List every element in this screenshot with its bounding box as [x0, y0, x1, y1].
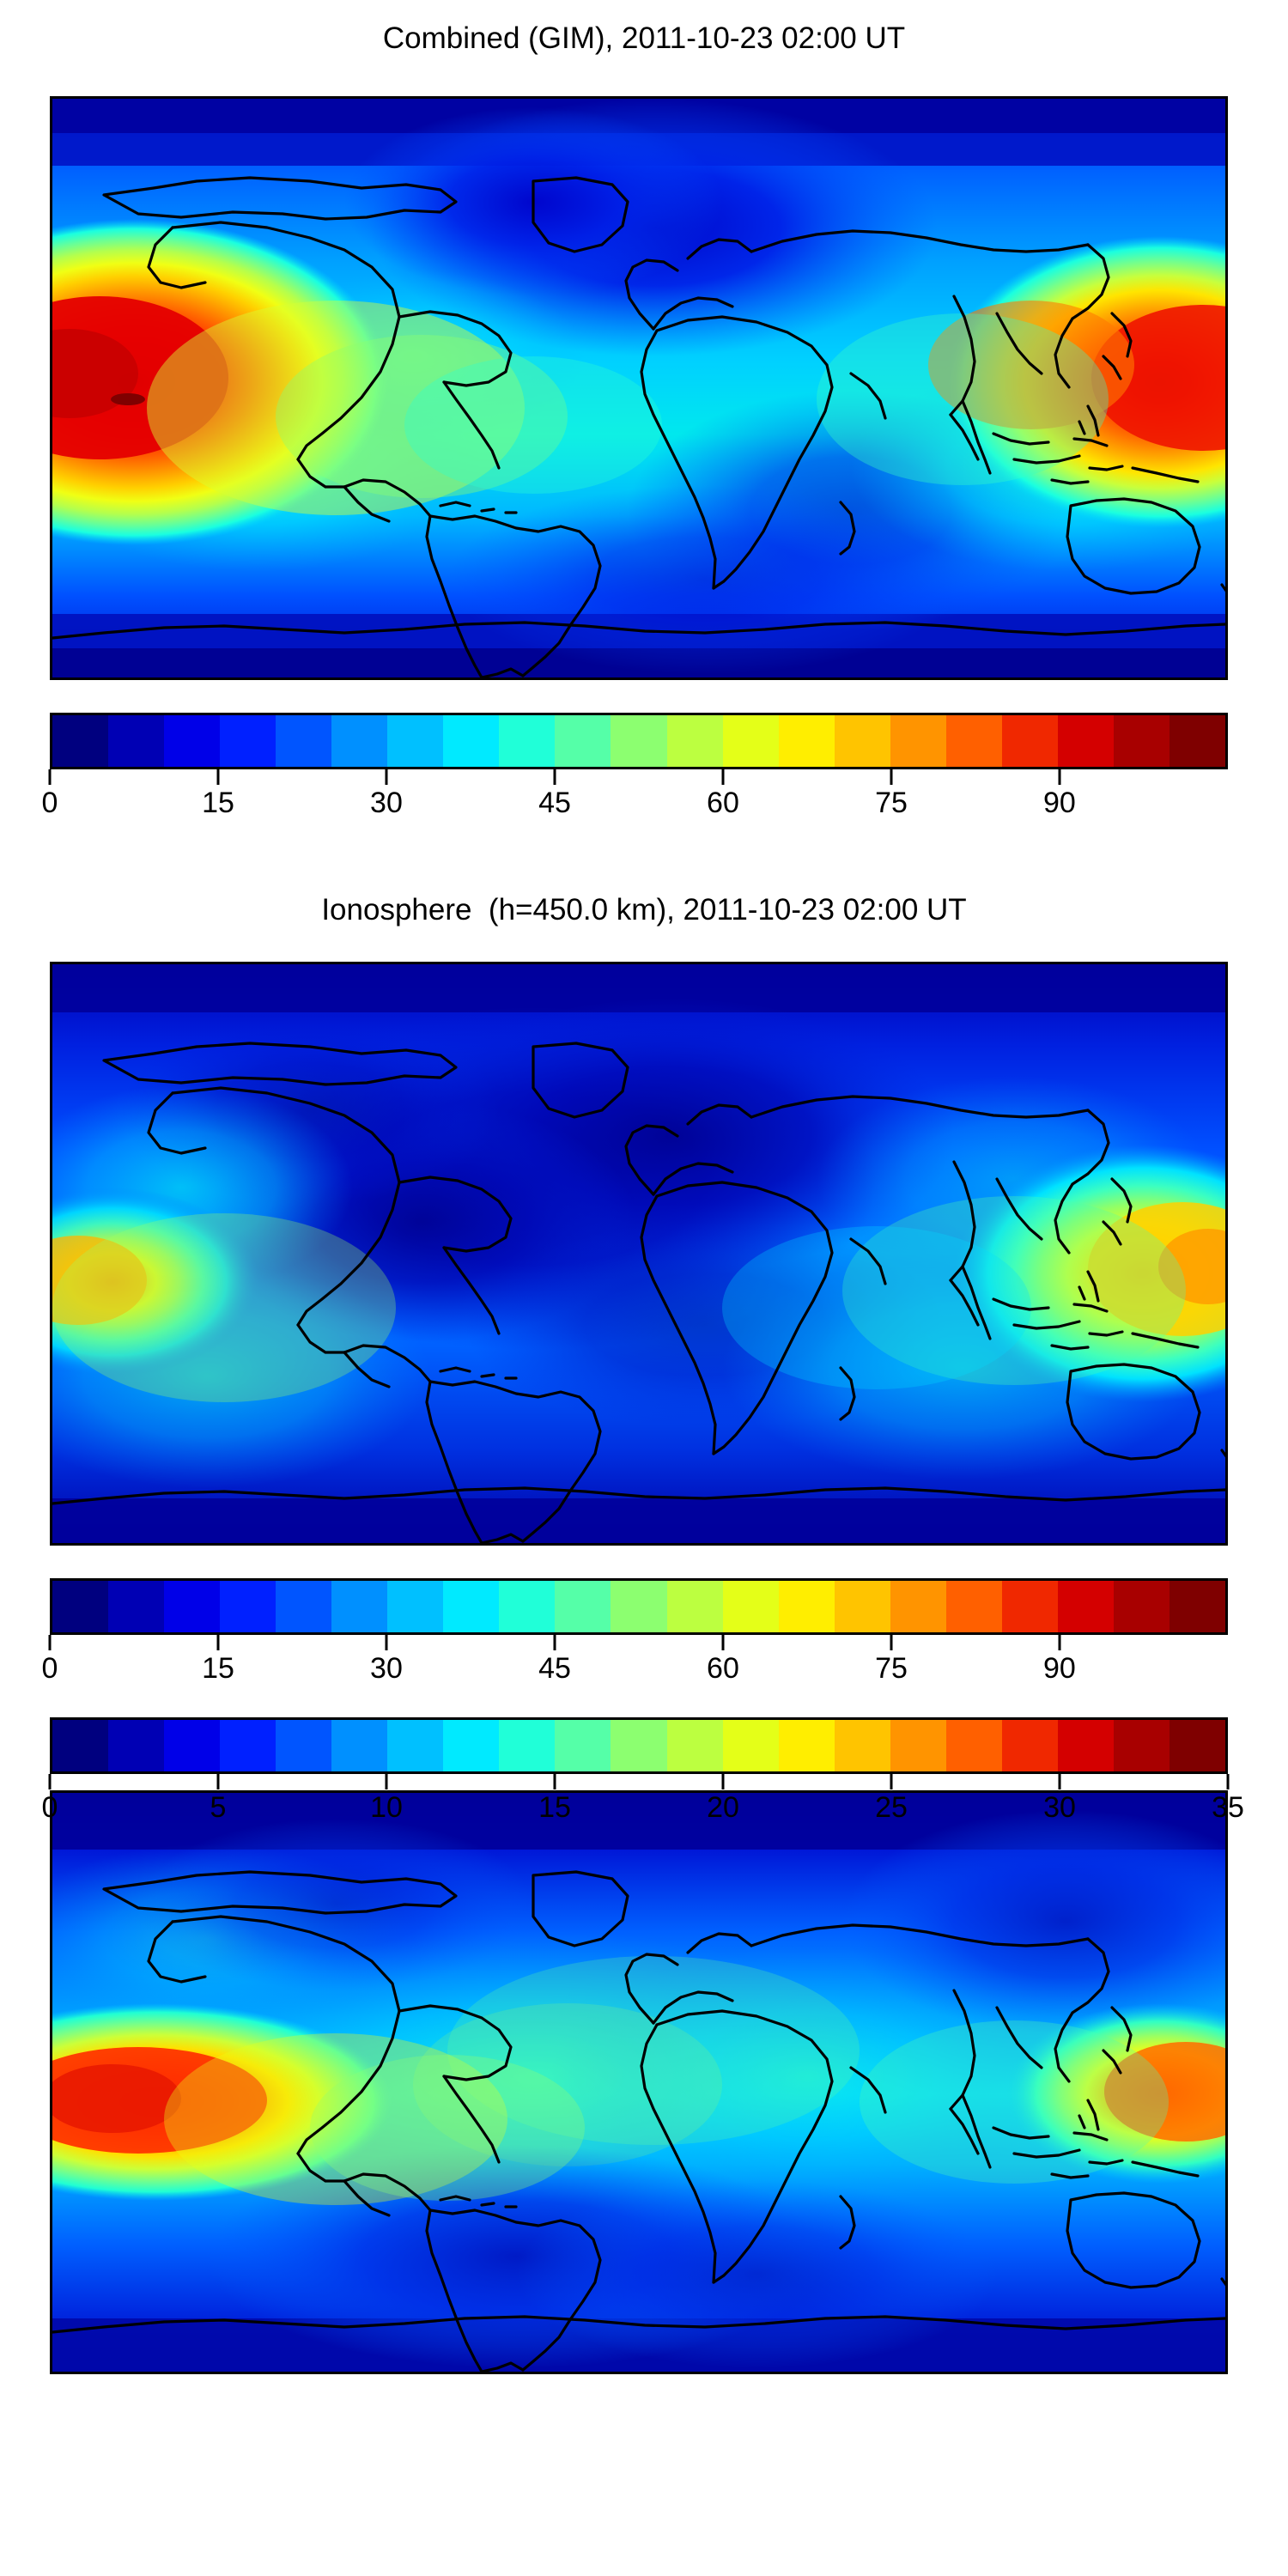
colorbar-ionosphere: 0 15 30 45 60 75 90	[42, 1578, 1228, 1692]
colorbar-ticks-ionosphere	[48, 1635, 1228, 1652]
map-canvas-combined-gim	[52, 99, 1225, 677]
colorbar-labels-ionosphere: 0 15 30 45 60 75 90	[42, 1652, 1228, 1692]
map-combined-gim	[50, 96, 1228, 680]
colorbar-tick-label: 60	[707, 787, 739, 819]
colorbar-tick-label: 45	[538, 787, 571, 819]
colorbar-labels-plasmasphere: 0 5 10 15 20 25 30 35	[42, 1791, 1244, 1831]
colorbar-tick-label: 30	[370, 1652, 403, 1685]
map-canvas-plasmasphere	[52, 1793, 1225, 2372]
colorbar-tick-label: 90	[1043, 1652, 1076, 1685]
colorbar-ticks-plasmasphere	[48, 1774, 1230, 1791]
colorbar-tick-label: 75	[875, 787, 908, 819]
colorbar-combined-gim: 0 15 30 45 60 75 90	[42, 713, 1228, 826]
map-ionosphere	[50, 962, 1228, 1546]
colorbar-tick-label: 75	[875, 1652, 908, 1685]
colorbar-tick-label: 90	[1043, 787, 1076, 819]
colorbar-tick-label: 0	[41, 787, 58, 819]
colorbar-labels-combined-gim: 0 15 30 45 60 75 90	[42, 787, 1228, 826]
colorbar-tick-label: 10	[370, 1791, 403, 1824]
colorbar-ticks-combined-gim	[48, 769, 1228, 787]
panel-ionosphere: Ionosphere (h=450.0 km), 2011-10-23 02:0…	[0, 859, 1288, 1717]
panel-plasmasphere: Plasmasphere (h=1500.0 km), 2011-10-23 0…	[0, 1717, 1288, 2576]
colorbar-tick-label: 5	[210, 1791, 227, 1824]
colorbar-tick-label: 15	[202, 1652, 234, 1685]
map-plasmasphere	[50, 1790, 1228, 2374]
map-canvas-ionosphere	[52, 964, 1225, 1543]
colorbar-gradient-ionosphere	[50, 1578, 1228, 1635]
colorbar-tick-label: 25	[875, 1791, 908, 1824]
colorbar-tick-label: 0	[41, 1791, 58, 1824]
panel-combined-gim: Combined (GIM), 2011-10-23 02:00 UT	[0, 0, 1288, 859]
colorbar-tick-label: 60	[707, 1652, 739, 1685]
colorbar-tick-label: 20	[707, 1791, 739, 1824]
colorbar-tick-label: 15	[538, 1791, 571, 1824]
colorbar-tick-label: 30	[1043, 1791, 1076, 1824]
colorbar-tick-label: 30	[370, 787, 403, 819]
colorbar-tick-label: 0	[41, 1652, 58, 1685]
colorbar-gradient-combined-gim	[50, 713, 1228, 769]
panel-title-ionosphere: Ionosphere (h=450.0 km), 2011-10-23 02:0…	[321, 893, 967, 927]
panel-title-combined-gim: Combined (GIM), 2011-10-23 02:00 UT	[382, 21, 906, 55]
colorbar-gradient-plasmasphere	[50, 1717, 1228, 1774]
colorbar-tick-label: 35	[1212, 1791, 1244, 1824]
colorbar-tick-label: 15	[202, 787, 234, 819]
colorbar-tick-label: 45	[538, 1652, 571, 1685]
